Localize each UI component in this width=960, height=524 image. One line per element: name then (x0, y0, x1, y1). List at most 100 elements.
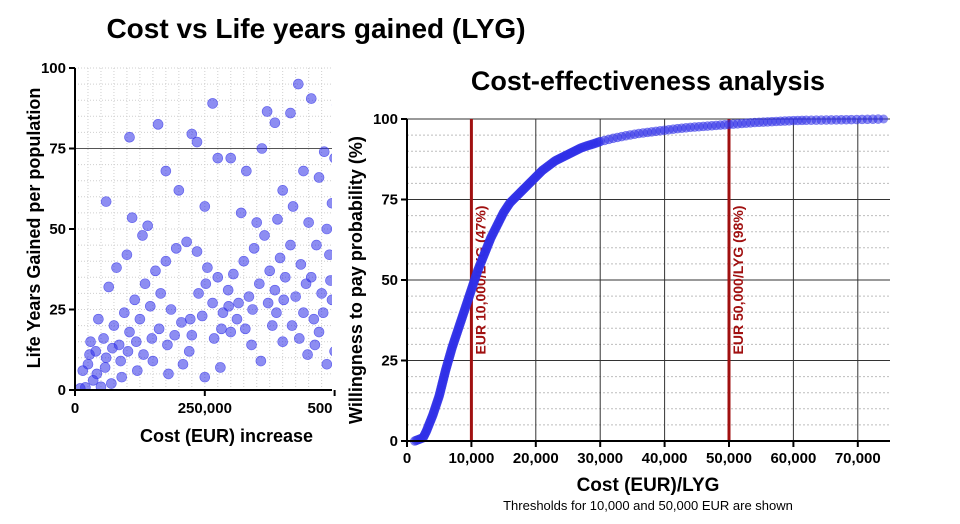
right-xtick-label: 20,000 (513, 450, 559, 467)
left-data-point (223, 300, 234, 312)
left-data-point (277, 185, 288, 196)
left-data-point (100, 352, 112, 364)
left-data-point (124, 326, 135, 338)
left-data-point (286, 320, 298, 331)
left-data-point (290, 291, 301, 302)
left-xtick-label: 500,000 (307, 400, 361, 417)
left-data-point (331, 104, 332, 106)
left-data-point (300, 278, 312, 290)
left-data-point (212, 271, 224, 283)
right-chart-xlabel: Cost (EUR)/LYG (577, 475, 720, 496)
left-data-point (152, 119, 164, 130)
left-data-point (199, 201, 211, 212)
left-data-point (247, 304, 258, 315)
left-data-point (329, 346, 332, 356)
left-data-point (271, 307, 282, 319)
left-data-point (325, 275, 332, 286)
left-data-point (212, 152, 224, 164)
left-data-point (303, 217, 314, 228)
right-ytick-label: 0 (390, 433, 398, 450)
left-data-point (107, 342, 118, 354)
left-data-point (173, 185, 185, 196)
right-chart-points (409, 114, 889, 446)
left-data-point (254, 278, 265, 290)
left-data-point (134, 313, 146, 325)
left-data-point (295, 259, 307, 270)
left-data-point (317, 307, 329, 319)
left-data-point (294, 333, 305, 344)
left-data-point (137, 230, 148, 241)
left-data-point (99, 362, 111, 373)
left-data-point (165, 304, 177, 315)
left-data-point (269, 117, 281, 129)
left-data-point (241, 165, 252, 177)
left-ytick-label: 0 (58, 382, 66, 399)
left-data-point (329, 153, 332, 163)
left-data-point (142, 220, 153, 232)
left-data-point (139, 278, 151, 290)
left-data-point (334, 240, 344, 250)
right-ytick-label: 75 (381, 192, 398, 209)
right-xtick-label: 60,000 (770, 450, 816, 467)
left-ytick-label: 75 (49, 141, 66, 158)
right-chart-axes: 0 25 50 75 100 0 10,000 20,000 30,000 40,000 50,00… (373, 111, 890, 467)
left-data-point (199, 371, 211, 383)
left-data-point (75, 383, 86, 390)
left-data-point (184, 313, 196, 325)
left-data-point (277, 336, 288, 348)
left-data-point (138, 349, 149, 360)
right-ytick-label: 25 (381, 353, 398, 370)
left-data-point (225, 326, 237, 338)
left-data-point (240, 323, 251, 335)
left-data-point (274, 252, 286, 264)
left-data-point (316, 288, 327, 299)
left-data-point (106, 378, 117, 389)
left-data-point (91, 368, 103, 380)
left-ytick-label: 100 (41, 60, 66, 77)
left-data-point (248, 243, 260, 254)
left-xtick-label: 250,000 (178, 400, 232, 417)
left-data-point (287, 201, 299, 212)
left-data-point (321, 223, 332, 235)
left-data-point (313, 172, 325, 183)
left-data-point (298, 307, 309, 319)
left-data-point (162, 339, 173, 351)
right-xtick-label: 70,000 (835, 450, 881, 467)
left-data-point (121, 249, 133, 261)
left-data-point (186, 128, 198, 140)
right-xtick-label: 10,000 (448, 450, 494, 467)
left-data-point (93, 313, 104, 325)
left-data-point (264, 265, 276, 277)
right-ytick-label: 100 (373, 111, 398, 128)
left-data-point (228, 268, 239, 280)
left-data-point (269, 284, 281, 296)
left-data-point (84, 349, 95, 360)
left-data-point (124, 131, 135, 143)
left-data-point (259, 230, 270, 241)
left-data-point (170, 243, 182, 254)
left-data-point (318, 146, 330, 158)
left-data-point (191, 246, 203, 257)
right-xtick-label: 30,000 (577, 450, 623, 467)
left-data-point (321, 358, 332, 370)
left-data-point (193, 288, 204, 299)
left-ytick-label: 25 (49, 302, 66, 319)
left-data-point (298, 165, 309, 177)
left-data-point (267, 320, 278, 331)
left-data-point (147, 355, 159, 367)
left-data-point (278, 294, 290, 306)
left-data-point (169, 329, 180, 341)
left-data-point (155, 288, 166, 299)
left-data-point (215, 362, 226, 373)
left-data-point (129, 294, 141, 306)
left-data-point (326, 197, 332, 209)
left-chart-axes: 0 25 50 75 100 (41, 60, 336, 399)
left-data-point (77, 365, 89, 376)
right-xtick-label: 50,000 (706, 450, 752, 467)
left-data-point (163, 368, 174, 380)
left-data-point (262, 297, 274, 309)
left-data-point (336, 82, 346, 92)
left-data-point (324, 249, 332, 261)
left-data-point (326, 294, 332, 306)
